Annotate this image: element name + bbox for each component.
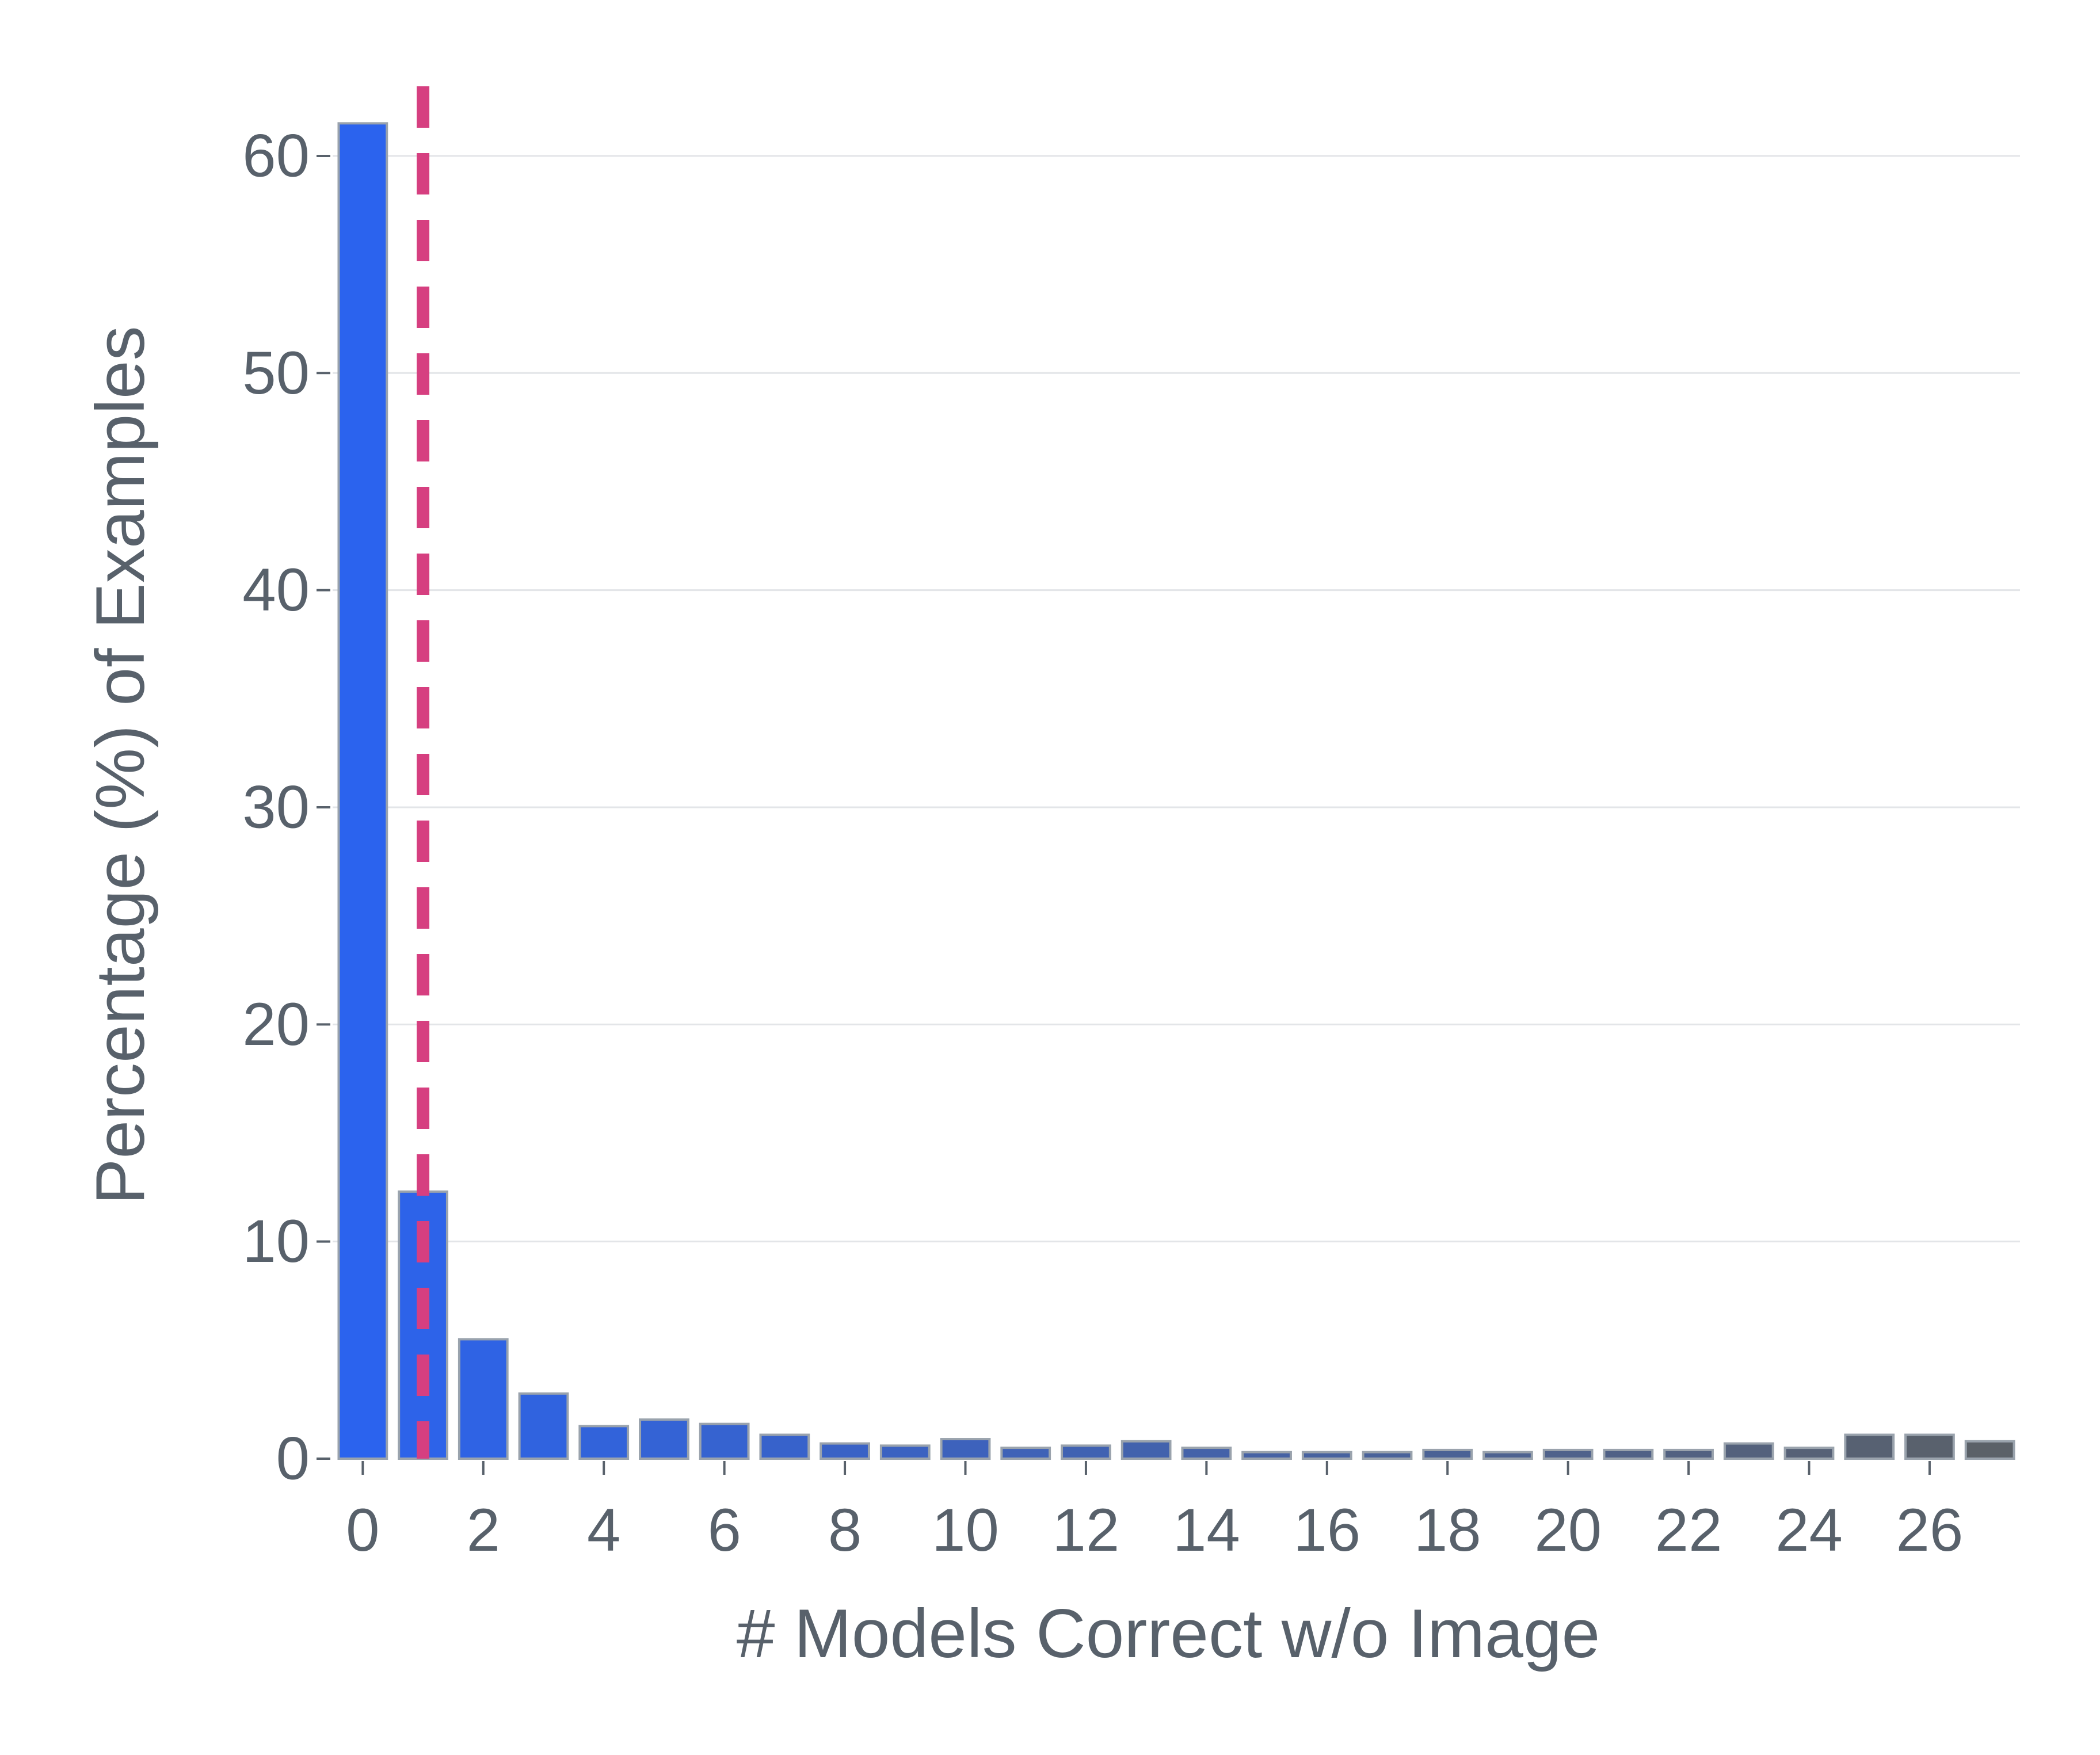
bar-3 (518, 1392, 569, 1460)
x-tick-label-6: 6 (707, 1497, 741, 1564)
bar-22 (1663, 1448, 1714, 1460)
x-tick-label-22: 22 (1655, 1497, 1722, 1564)
bar-9 (879, 1444, 931, 1460)
bar-12 (1061, 1444, 1111, 1460)
bar-25 (1844, 1433, 1895, 1460)
x-tick-label-10: 10 (932, 1497, 999, 1564)
x-tick-label-2: 2 (467, 1497, 500, 1564)
bar-4 (578, 1425, 630, 1460)
y-tick-label-0: 0 (276, 1425, 310, 1493)
bar-11 (1000, 1447, 1051, 1460)
bar-8 (820, 1442, 870, 1460)
x-tick-label-18: 18 (1414, 1497, 1481, 1564)
bar-10 (940, 1438, 991, 1460)
bar-20 (1542, 1448, 1594, 1460)
bar-6 (699, 1422, 750, 1460)
x-tick-label-16: 16 (1293, 1497, 1360, 1564)
x-tick-label-24: 24 (1775, 1497, 1843, 1564)
bar-15 (1241, 1451, 1292, 1460)
x-tick-label-26: 26 (1896, 1497, 1964, 1564)
grid-lines (333, 155, 2020, 1243)
x-axis-title: # Models Correct w/o Image (737, 1595, 1600, 1672)
y-tick-label-40: 40 (242, 556, 310, 624)
y-tick-label-10: 10 (242, 1208, 310, 1275)
bar-13 (1120, 1440, 1172, 1460)
y-tick-label-50: 50 (242, 339, 310, 407)
bar-24 (1783, 1447, 1835, 1460)
bar-0 (337, 122, 388, 1460)
y-axis-ticks: 0 10 20 30 40 50 60 (242, 122, 330, 1493)
x-tick-label-0: 0 (346, 1497, 379, 1564)
bar-19 (1482, 1451, 1533, 1460)
bars (337, 122, 2015, 1460)
bar-5 (639, 1418, 689, 1460)
x-axis-ticks: 0 2 4 6 8 10 12 14 16 18 20 22 24 26 (346, 1461, 1963, 1564)
bar-23 (1723, 1442, 1774, 1460)
x-tick-label-12: 12 (1053, 1497, 1120, 1564)
bar-16 (1301, 1451, 1352, 1460)
bar-17 (1362, 1451, 1413, 1460)
x-tick-label-4: 4 (587, 1497, 620, 1564)
bar-14 (1181, 1447, 1232, 1460)
y-tick-label-60: 60 (242, 122, 310, 189)
y-tick-label-20: 20 (242, 991, 310, 1058)
x-tick-label-14: 14 (1173, 1497, 1240, 1564)
x-tick-label-20: 20 (1534, 1497, 1602, 1564)
bar-2 (458, 1338, 509, 1460)
bar-26 (1904, 1433, 1955, 1460)
bar-18 (1422, 1448, 1473, 1460)
bar-7 (759, 1433, 810, 1460)
x-tick-label-8: 8 (828, 1497, 862, 1564)
bar-21 (1603, 1448, 1654, 1460)
y-axis-title: Percentage (%) of Examples (82, 326, 159, 1204)
bar-27 (1964, 1440, 2015, 1460)
y-tick-label-30: 30 (242, 773, 310, 841)
